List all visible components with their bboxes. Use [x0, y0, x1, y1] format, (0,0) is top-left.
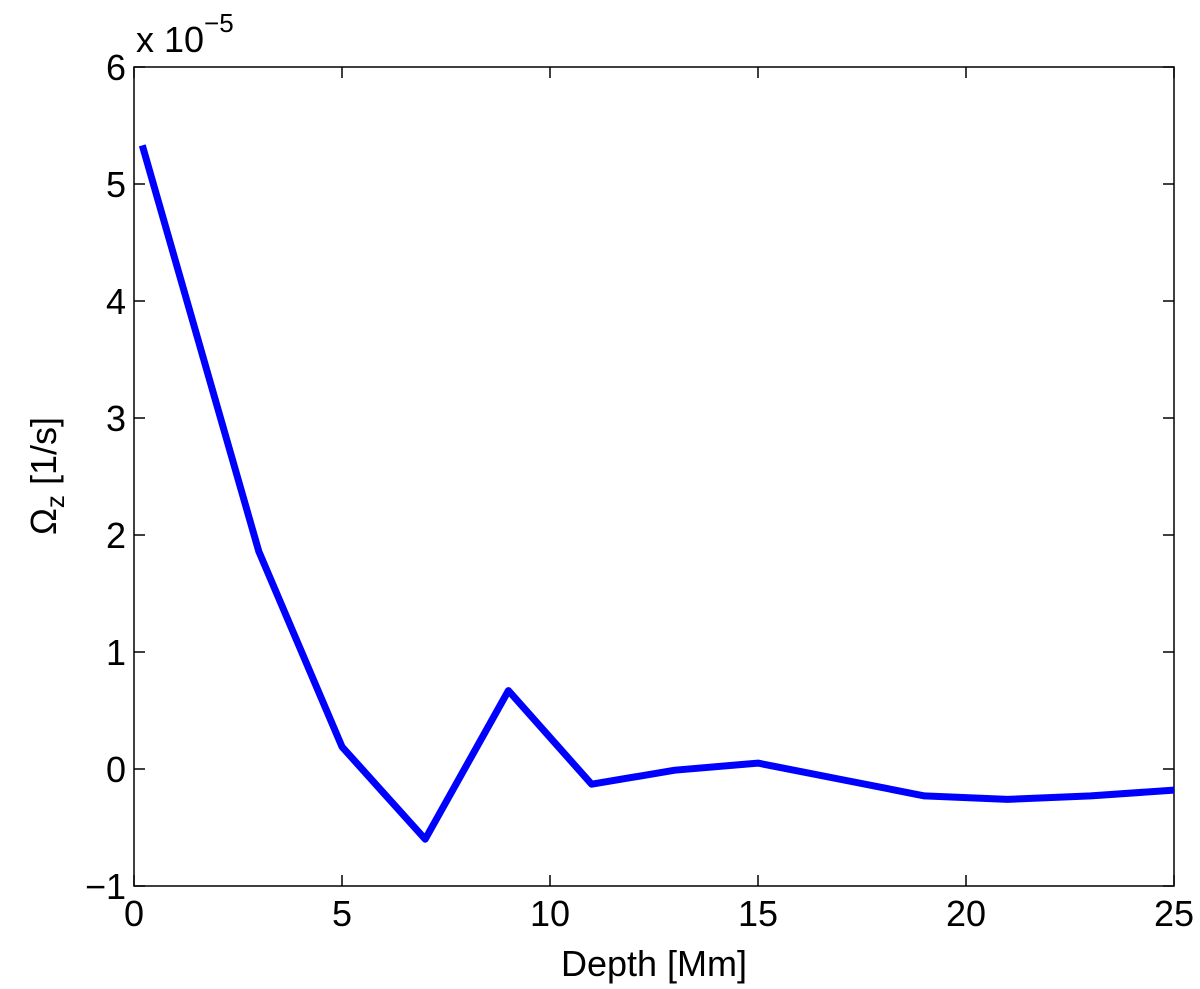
x-tick-label: 5	[332, 893, 352, 934]
series-layer	[138, 144, 1175, 843]
series-line	[138, 144, 1175, 843]
y-tick-label: 6	[106, 47, 126, 88]
y-tick-label: 1	[106, 632, 126, 673]
y-tick-label: 5	[106, 164, 126, 205]
y-axis-label: Ωz [1/s]	[23, 417, 70, 535]
y-multiplier-prefix: x 10	[136, 19, 204, 60]
y-multiplier: x 10−5	[136, 8, 234, 60]
y-axis-subscript: z	[40, 495, 70, 508]
y-tick-label: 4	[106, 281, 126, 322]
y-axis-symbol: Ω	[23, 508, 64, 535]
x-tick-label: 25	[1154, 893, 1194, 934]
y-tick-label: 0	[106, 749, 126, 790]
svg-text:Ωz [1/s]: Ωz [1/s]	[23, 417, 70, 535]
y-axis-unit: [1/s]	[23, 417, 64, 485]
x-tick-label: 20	[946, 893, 986, 934]
x-tick-label: 15	[738, 893, 778, 934]
x-tick-label: 0	[124, 893, 144, 934]
plot-area	[133, 66, 1175, 887]
y-multiplier-exponent: −5	[204, 8, 234, 38]
axis-ticks	[133, 66, 1175, 887]
x-tick-labels: 0 5 10 15 20 25	[124, 893, 1194, 934]
y-tick-label: −1	[85, 866, 126, 907]
x-axis-label: Depth [Mm]	[561, 943, 747, 984]
y-tick-label: 2	[106, 515, 126, 556]
x-tick-label: 10	[530, 893, 570, 934]
y-tick-labels: −1 0 1 2 3 4 5 6	[85, 47, 126, 907]
y-tick-label: 3	[106, 398, 126, 439]
